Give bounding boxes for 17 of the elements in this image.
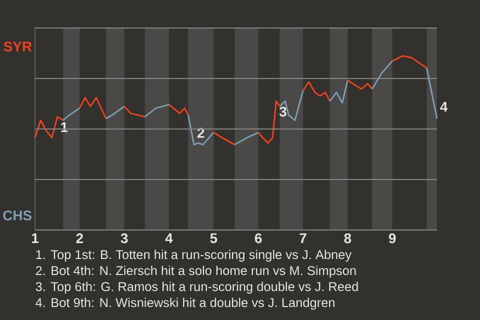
text: CHS [3, 210, 32, 220]
x-tick-label: 3 [120, 233, 128, 244]
x-tick-label: 5 [210, 233, 218, 244]
text: 4. Bot 9th: N. Wisniewski hit a double vs J. Landgren [36, 298, 334, 310]
text: 1. Top 1st: B. Totten hit a run-scoring single vs J. Abney [36, 250, 352, 262]
text: 2. Bot 4th: N. Ziersch hit a solo home run vs M. Simpson [36, 266, 356, 278]
x-tick-label: 8 [344, 233, 352, 244]
annotation: 4 [440, 102, 448, 112]
x-tick-label: 1 [32, 233, 38, 243]
x-tick-label: 7 [300, 233, 306, 243]
annotation: 3 [279, 106, 286, 117]
text: 3. Top 6th: G. Ramos hit a run-scoring double vs J. Reed [36, 282, 358, 294]
x-tick-label: 2 [76, 233, 83, 244]
x-tick-label: 4 [165, 233, 173, 243]
text: SYR [4, 42, 32, 52]
x-tick-label: 6 [254, 233, 262, 244]
x-tick-label: 9 [388, 233, 396, 244]
